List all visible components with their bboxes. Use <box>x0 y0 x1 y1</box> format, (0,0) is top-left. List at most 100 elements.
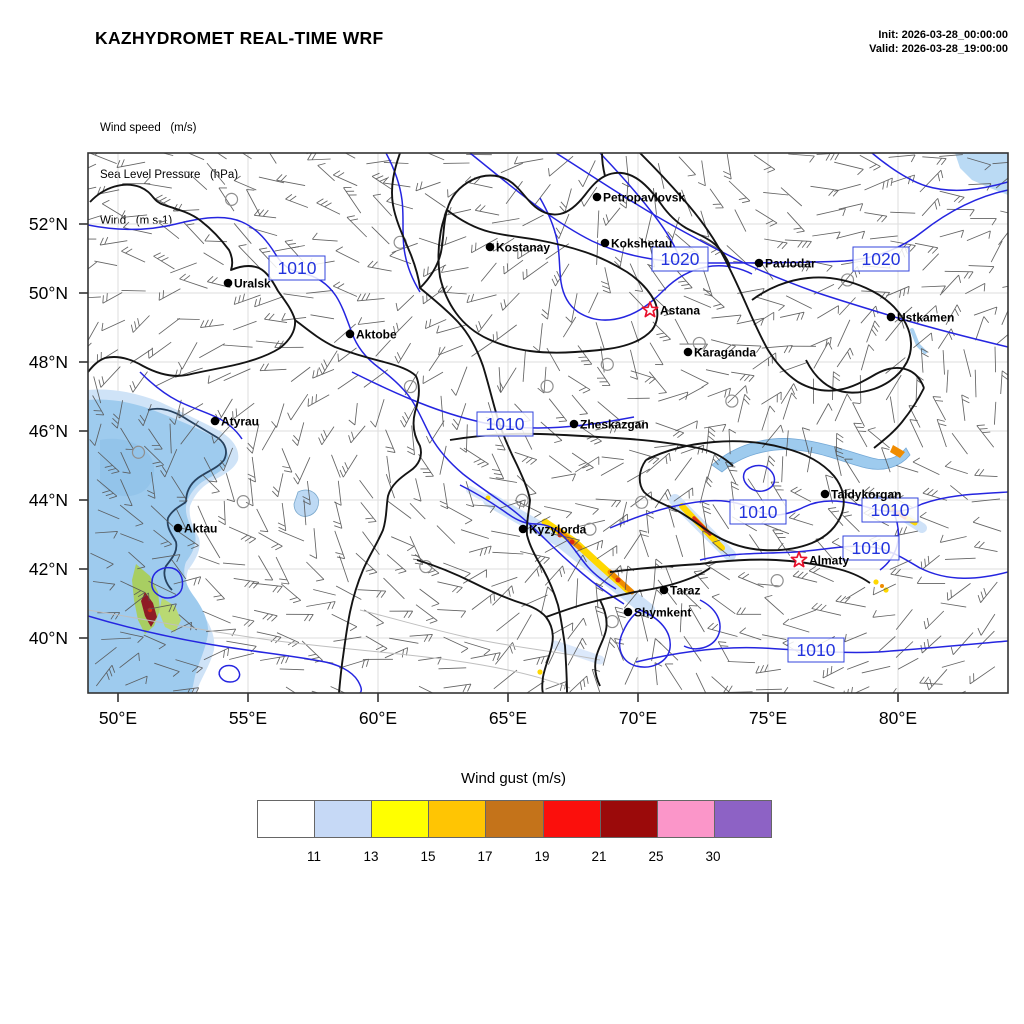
wind-barb <box>332 170 358 187</box>
wind-barb <box>944 270 974 279</box>
pressure-label: 1010 <box>268 255 326 281</box>
city-label: Petropavlovsk <box>603 191 685 205</box>
wind-barb <box>533 184 551 206</box>
wind-barb <box>944 460 968 475</box>
wind-barb <box>232 402 255 420</box>
isobar-or-river <box>683 599 721 650</box>
wind-barb <box>702 530 711 561</box>
wind-barb <box>630 370 656 384</box>
wind-barb <box>785 295 812 309</box>
wind-barb <box>199 343 225 359</box>
wind-barb <box>225 473 236 503</box>
city-label: Almaty <box>809 554 849 568</box>
wind-barb <box>222 344 253 348</box>
wind-barb <box>491 576 518 587</box>
y-axis-label: 44°N <box>29 490 68 510</box>
wind-barb <box>619 182 629 209</box>
wind-barb <box>896 465 919 473</box>
wind-barb <box>94 260 118 267</box>
calm-wind-circle <box>403 379 418 394</box>
wind-barb <box>119 504 144 527</box>
wind-barb <box>695 672 707 693</box>
wind-barb <box>710 339 736 352</box>
wind-barb <box>385 473 396 499</box>
wind-barb <box>550 533 580 546</box>
isobar-or-river <box>385 153 421 293</box>
gust-spot-orange <box>880 584 884 588</box>
wind-barb <box>335 585 362 600</box>
wind-barb <box>961 394 970 421</box>
wind-barb <box>677 270 693 290</box>
wind-barb <box>784 239 812 249</box>
wind-barb <box>548 455 572 473</box>
wind-barb <box>548 398 568 423</box>
wind-barb <box>737 571 764 588</box>
wind-barb <box>712 504 730 530</box>
city-dot-marker <box>345 329 355 339</box>
wind-barb <box>971 498 1001 503</box>
wind-barb <box>395 294 415 312</box>
wind-barb <box>600 462 624 476</box>
city-label: Aktobe <box>356 328 397 342</box>
wind-barb <box>654 488 672 509</box>
wind-barb <box>837 319 851 347</box>
wind-barb <box>391 242 418 253</box>
calm-wind-circle <box>515 493 529 507</box>
wind-barb <box>94 646 117 665</box>
wind-barb <box>472 504 496 514</box>
wind-barb <box>331 613 358 632</box>
wind-barb <box>438 667 467 670</box>
wind-barb <box>626 468 651 483</box>
wind-barb <box>594 605 604 637</box>
wind-barb <box>310 314 335 320</box>
wind-barb <box>279 668 305 671</box>
wind-barb <box>574 456 600 473</box>
wind-barb <box>853 422 868 448</box>
wind-barb <box>203 457 218 483</box>
wind-barb <box>207 372 231 384</box>
wind-barb <box>293 457 311 485</box>
wind-barb <box>419 588 440 607</box>
calm-wind-circle <box>605 614 619 629</box>
wind-barb <box>466 293 497 304</box>
wind-barb <box>537 366 547 394</box>
isobar-or-river <box>871 153 1008 192</box>
wind-barb <box>261 425 277 451</box>
wind-barb <box>922 487 948 501</box>
wind-barb <box>941 660 965 668</box>
wind-barb <box>762 634 787 641</box>
wind-barb <box>439 445 447 475</box>
wind-barb <box>859 154 881 171</box>
wind-barb <box>885 285 910 298</box>
wind-barb <box>571 452 594 472</box>
wind-barb <box>386 500 412 519</box>
wind-barb <box>446 505 473 525</box>
wind-barb <box>753 311 775 326</box>
wind-barb <box>306 153 308 155</box>
gust-spot-yellow <box>537 669 543 675</box>
wind-barb <box>755 209 778 227</box>
wind-barb <box>422 287 446 305</box>
wind-barb <box>120 580 146 598</box>
wind-barb <box>391 536 415 552</box>
wind-barb <box>655 422 685 439</box>
wind-barb <box>652 188 657 215</box>
wind-barb <box>389 250 412 265</box>
wind-barb <box>567 617 587 640</box>
wind-barb <box>890 211 916 214</box>
pressure-label-box <box>842 535 900 561</box>
region-border <box>391 153 568 693</box>
wind-barb <box>474 204 500 216</box>
wind-barb <box>386 455 391 484</box>
wind-barb <box>247 456 256 483</box>
wind-barb <box>596 366 611 387</box>
region-border <box>294 319 422 693</box>
calm-wind-circle <box>224 192 239 206</box>
wind-barb <box>406 425 415 456</box>
city: Karaganda <box>683 346 756 360</box>
wind-barb <box>827 507 844 526</box>
wind-barb <box>228 526 257 544</box>
wind-barb <box>915 305 938 325</box>
wind-barb <box>977 581 998 603</box>
calm-wind-circle <box>725 394 739 408</box>
